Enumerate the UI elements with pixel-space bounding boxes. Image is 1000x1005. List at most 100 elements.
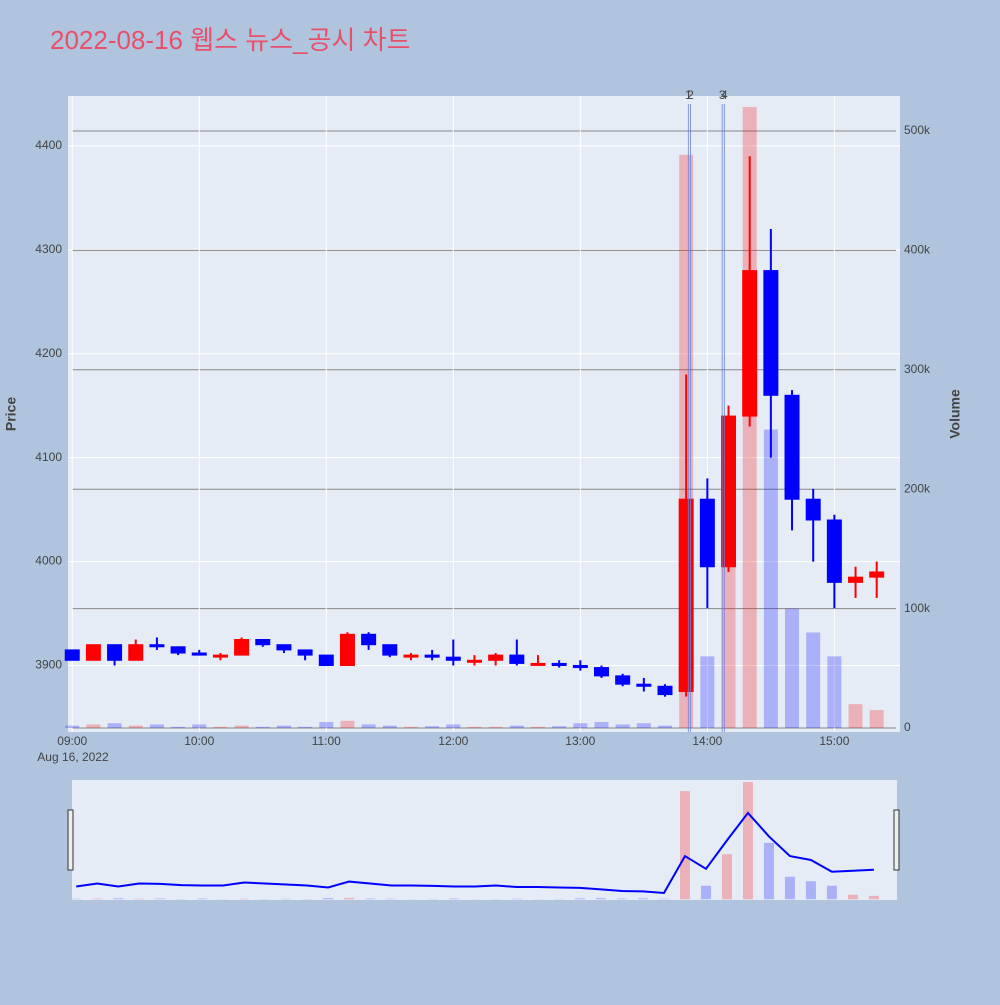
mini-volume-bar bbox=[155, 899, 165, 900]
volume-bar bbox=[108, 723, 122, 728]
annotation-label: 2 bbox=[687, 88, 694, 102]
candle-body bbox=[277, 645, 291, 650]
mini-volume-bar bbox=[680, 791, 690, 899]
mini-volume-bar bbox=[743, 782, 753, 899]
volume-bar bbox=[806, 632, 820, 728]
candle-body bbox=[150, 645, 164, 647]
volume-bar bbox=[319, 722, 333, 728]
volume-bar bbox=[340, 721, 354, 728]
candle-body bbox=[849, 577, 863, 582]
x-tick-label: 11:00 bbox=[312, 734, 341, 748]
mini-volume-bar bbox=[197, 899, 207, 900]
x-tick-label: 12:00 bbox=[438, 734, 468, 748]
mini-volume-bar bbox=[806, 881, 816, 899]
candle-body bbox=[722, 416, 736, 567]
annotation-label: 4 bbox=[721, 88, 728, 102]
candle-body bbox=[213, 655, 227, 657]
candle-body bbox=[637, 684, 651, 686]
mini-volume-bar bbox=[785, 877, 795, 900]
volume-bar bbox=[870, 710, 884, 728]
candle-body bbox=[404, 655, 418, 657]
volume-bar bbox=[129, 726, 143, 728]
y-tick-label: 4200 bbox=[35, 346, 62, 360]
y-tick-label: 4000 bbox=[35, 554, 62, 568]
candle-body bbox=[86, 645, 100, 661]
candle-body bbox=[383, 645, 397, 655]
candle-body bbox=[870, 572, 884, 577]
volume-bar bbox=[362, 724, 376, 728]
volume-bar bbox=[573, 723, 587, 728]
y2-tick-label: 0 bbox=[904, 720, 911, 734]
y-tick-label: 4400 bbox=[35, 138, 62, 152]
volume-bar bbox=[510, 726, 524, 728]
y-tick-label: 4300 bbox=[35, 242, 62, 256]
volume-bar bbox=[700, 656, 714, 728]
candle-body bbox=[362, 634, 376, 644]
candle-body bbox=[108, 645, 122, 661]
candle-body bbox=[785, 395, 799, 499]
volume-bar bbox=[446, 724, 460, 728]
y-tick-label: 4100 bbox=[35, 450, 62, 464]
candle-body bbox=[425, 655, 439, 657]
mini-volume-bar bbox=[827, 886, 837, 900]
candle-body bbox=[171, 647, 185, 653]
volume-bar bbox=[256, 727, 270, 728]
candle-body bbox=[616, 676, 630, 684]
candle-body bbox=[806, 499, 820, 520]
volume-bar bbox=[489, 727, 503, 728]
x-tick-label: 09:00 bbox=[57, 734, 87, 748]
x-date-label: Aug 16, 2022 bbox=[37, 750, 109, 764]
mini-volume-bar bbox=[701, 886, 711, 900]
candle-body bbox=[552, 663, 566, 665]
volume-bar bbox=[616, 724, 630, 728]
mini-volume-bar bbox=[638, 898, 648, 899]
volume-bar bbox=[467, 727, 481, 728]
candle-body bbox=[573, 665, 587, 667]
mini-volume-bar bbox=[323, 898, 333, 899]
y2-tick-label: 300k bbox=[904, 362, 931, 376]
mini-volume-bar bbox=[596, 898, 606, 899]
x-tick-label: 10:00 bbox=[184, 734, 214, 748]
volume-bar bbox=[785, 609, 799, 728]
mini-volume-bar bbox=[869, 896, 879, 899]
y2-axis-title: Volume bbox=[947, 389, 963, 439]
volume-bar bbox=[65, 726, 79, 728]
volume-bar bbox=[383, 726, 397, 728]
y-axis-title: Price bbox=[3, 397, 19, 431]
candle-body bbox=[235, 640, 249, 656]
volume-bar bbox=[658, 726, 672, 728]
y-tick-label: 3900 bbox=[35, 658, 62, 672]
slider-handle[interactable] bbox=[894, 810, 899, 870]
volume-bar bbox=[764, 429, 778, 728]
candle-body bbox=[319, 655, 333, 665]
slider-handle[interactable] bbox=[68, 810, 73, 870]
mini-volume-bar bbox=[764, 843, 774, 899]
volume-bar bbox=[298, 727, 312, 728]
volume-bar bbox=[827, 656, 841, 728]
chart-title: 2022-08-16 웹스 뉴스_공시 차트 bbox=[50, 25, 411, 55]
volume-bar bbox=[213, 727, 227, 728]
mini-volume-bar bbox=[722, 854, 732, 899]
y2-tick-label: 500k bbox=[904, 123, 931, 137]
candle-body bbox=[129, 645, 143, 661]
candle-body bbox=[764, 271, 778, 396]
candle-body bbox=[467, 660, 481, 662]
x-tick-label: 14:00 bbox=[692, 734, 722, 748]
volume-bar bbox=[849, 704, 863, 728]
mini-volume-bar bbox=[617, 899, 627, 900]
candle-body bbox=[256, 640, 270, 645]
mini-volume-bar bbox=[575, 898, 585, 899]
candle-body bbox=[298, 650, 312, 655]
candle-body bbox=[594, 668, 608, 676]
candle-body bbox=[489, 655, 503, 660]
x-tick-label: 15:00 bbox=[819, 734, 849, 748]
volume-bar bbox=[594, 722, 608, 728]
volume-bar bbox=[531, 727, 545, 728]
candle-body bbox=[510, 655, 524, 663]
x-tick-label: 13:00 bbox=[565, 734, 595, 748]
candle-body bbox=[531, 663, 545, 665]
candle-body bbox=[700, 499, 714, 567]
volume-bar bbox=[235, 726, 249, 728]
y2-tick-label: 100k bbox=[904, 601, 931, 615]
